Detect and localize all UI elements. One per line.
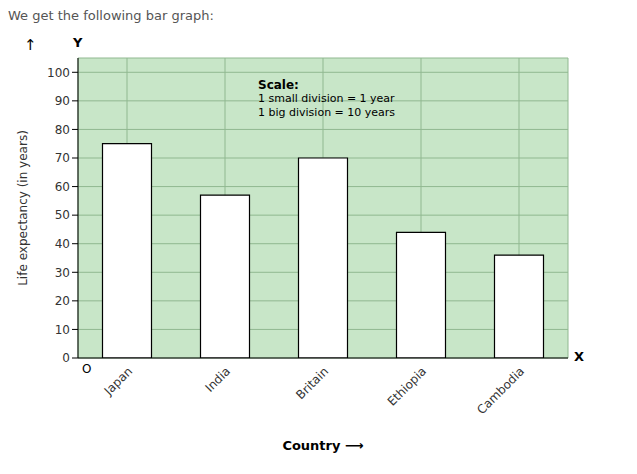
svg-text:Japan: Japan bbox=[101, 364, 135, 398]
svg-text:90: 90 bbox=[55, 94, 70, 108]
svg-text:10: 10 bbox=[55, 323, 70, 337]
svg-text:70: 70 bbox=[55, 151, 70, 165]
html-text:X: X bbox=[574, 349, 584, 364]
svg-text:Life expectancy (in years): Life expectancy (in years) bbox=[16, 130, 30, 286]
svg-text:60: 60 bbox=[55, 180, 70, 194]
svg-text:0: 0 bbox=[62, 351, 70, 365]
svg-text:100: 100 bbox=[47, 66, 70, 80]
svg-text:India: India bbox=[202, 364, 233, 395]
html-text:We get the following bar graph: We get the following bar graph: bbox=[8, 8, 214, 23]
html-text:Y: Y bbox=[73, 35, 83, 50]
html-text:1 small division = 1 year: 1 small division = 1 year bbox=[258, 92, 395, 105]
svg-text:40: 40 bbox=[55, 237, 70, 251]
svg-text:50: 50 bbox=[55, 208, 70, 222]
svg-text:Britain: Britain bbox=[293, 364, 331, 402]
svg-text:30: 30 bbox=[55, 266, 70, 280]
html-text:O: O bbox=[82, 362, 92, 376]
svg-text:Ethiopia: Ethiopia bbox=[385, 364, 429, 408]
html-text:Country ⟶: Country ⟶ bbox=[282, 438, 364, 453]
html-text:1 big division = 10 years: 1 big division = 10 years bbox=[258, 106, 396, 119]
svg-text:20: 20 bbox=[55, 294, 70, 308]
svg-text:80: 80 bbox=[55, 123, 70, 137]
html-text:Scale:: Scale: bbox=[258, 78, 299, 92]
svg-text:Cambodia: Cambodia bbox=[474, 364, 527, 417]
